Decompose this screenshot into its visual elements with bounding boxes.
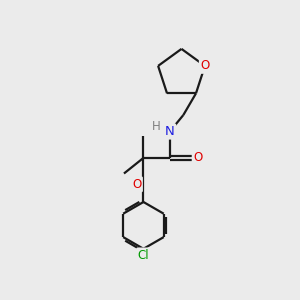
Text: Cl: Cl [138, 249, 149, 262]
Text: O: O [200, 59, 209, 72]
Text: O: O [132, 178, 142, 191]
Text: H: H [152, 120, 161, 133]
Text: O: O [193, 152, 203, 164]
Text: N: N [165, 125, 175, 138]
